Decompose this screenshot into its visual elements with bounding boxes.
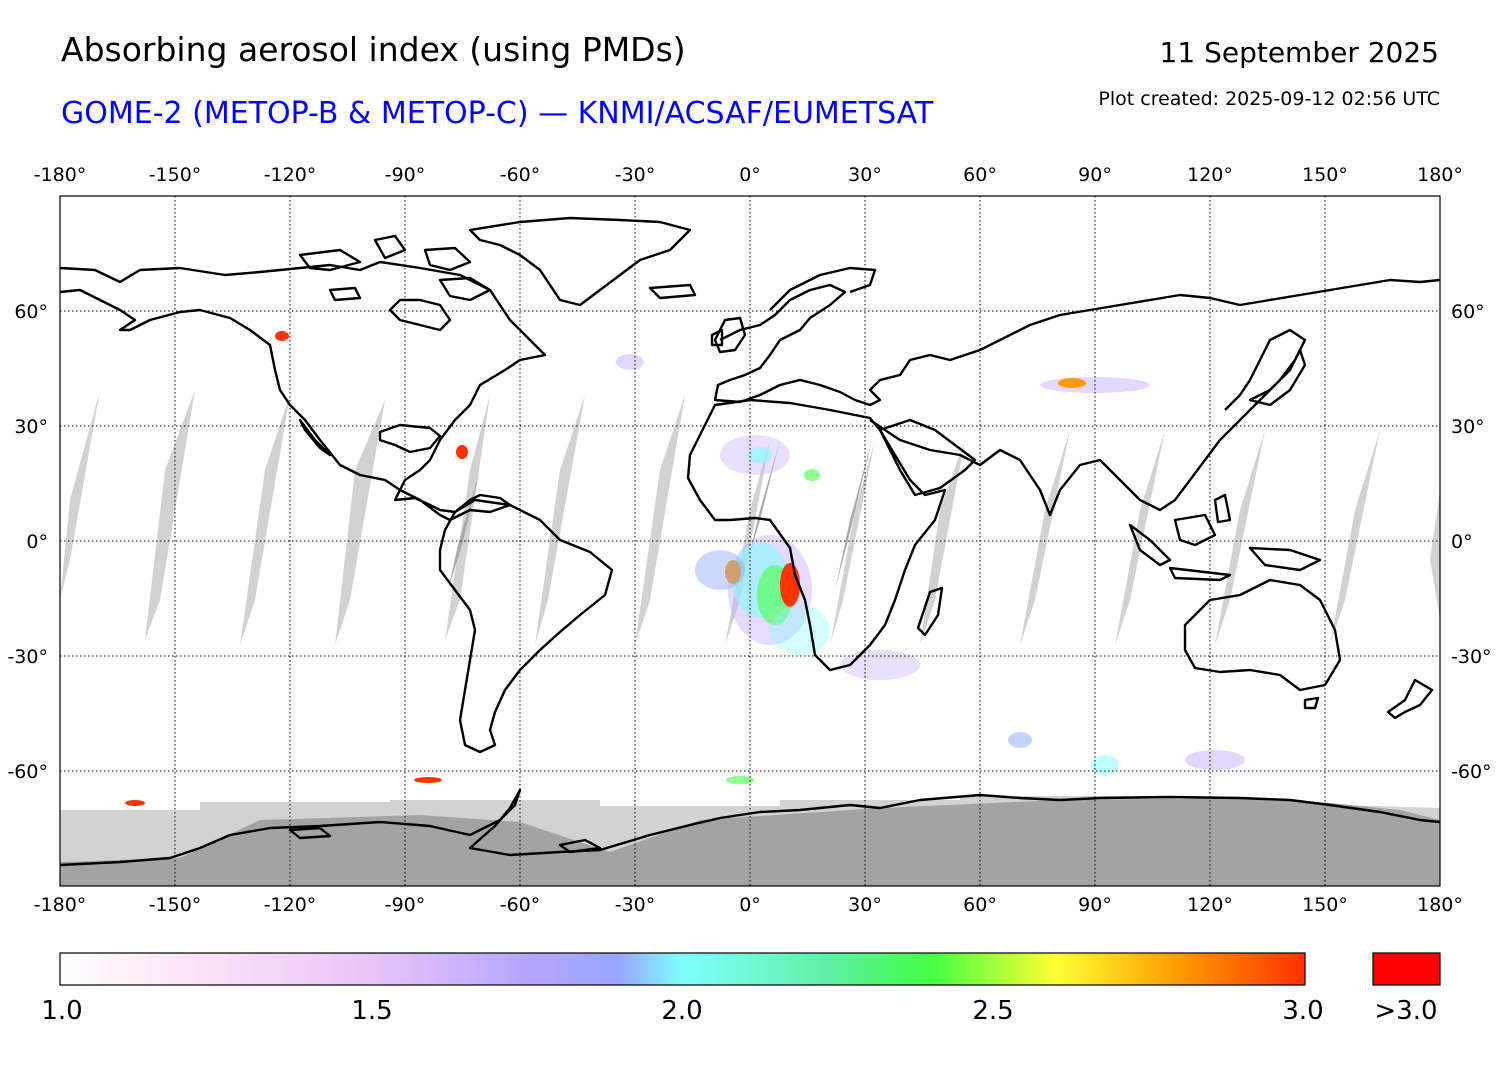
coastlines [60,216,1440,867]
lon-tick-top: 120° [1187,164,1233,186]
lon-tick-bottom: 180° [1417,894,1463,916]
coast-tasmania [1303,696,1320,710]
lon-tick-bottom: 0° [739,894,761,916]
lon-tick-bottom: -180° [34,894,87,916]
lon-tick-bottom: -30° [615,894,656,916]
lon-tick-top: 60° [963,164,997,186]
lon-tick-top: -120° [264,164,317,186]
coast-asia [999,278,1440,342]
lat-tick-right: -60° [1451,761,1492,783]
colorbar-tick: 3.0 [1282,996,1323,1026]
lon-tick-bottom: 150° [1302,894,1348,916]
coast-indonesia [1128,493,1322,582]
map-date: 11 September 2025 [1159,36,1439,69]
coast-greenland [468,216,692,307]
map-subtitle: GOME-2 (METOP-B & METOP-C) — KNMI/ACSAF/… [61,96,934,131]
lon-tick-top: 150° [1302,164,1348,186]
graticule [60,196,1440,886]
lon-tick-top: -90° [385,164,426,186]
lat-tick-right: -30° [1451,646,1492,668]
aerosol-plume-asia [616,354,1150,393]
coast-gulf [378,423,442,454]
lon-tick-bottom: -90° [385,894,426,916]
coast-europe [713,283,1001,407]
coast-north-america [60,260,547,522]
colorbar-scale [59,952,1306,986]
lat-tick-left: 0° [26,531,48,553]
lat-tick-right: 60° [1451,301,1485,323]
lat-tick-left: -60° [7,761,48,783]
colorbar-tick: 1.5 [351,996,392,1026]
lon-tick-bottom: 30° [848,894,882,916]
lon-tick-top: -150° [149,164,202,186]
lon-tick-bottom: -120° [264,894,317,916]
lon-tick-bottom: 90° [1078,894,1112,916]
coast-japan [1248,348,1307,407]
coast-antarctic-shelf [288,826,602,854]
coast-baja [298,418,332,457]
lat-tick-right: 30° [1451,416,1485,438]
lon-tick-bottom: 120° [1187,894,1233,916]
lat-ticks-left: 60° 30° 0° -30° -60° [7,301,48,783]
colorbar-overflow-label: >3.0 [1374,996,1437,1026]
lon-tick-top: 90° [1078,164,1112,186]
coast-new-zealand [1386,678,1434,720]
lon-ticks-bottom: -180° -150° -120° -90° -60° -30° 0° 30° … [34,894,1463,916]
coast-australia [1183,578,1342,692]
lon-tick-top: 180° [1417,164,1463,186]
colorbar: 1.0 1.5 2.0 2.5 3.0 >3.0 [41,952,1441,1026]
coast-antarctica [60,788,1440,867]
plot-created-timestamp: Plot created: 2025-09-12 02:56 UTC [1098,88,1440,110]
lon-tick-top: 30° [848,164,882,186]
colorbar-overflow-box [1372,952,1441,986]
map-title: Absorbing aerosol index (using PMDs) [61,30,686,69]
map-area [60,196,1440,886]
colorbar-tick: 2.5 [972,996,1013,1026]
lon-tick-top: -180° [34,164,87,186]
lon-tick-top: -30° [615,164,656,186]
lat-tick-left: -30° [7,646,48,668]
lon-tick-bottom: 60° [963,894,997,916]
coast-madagascar [916,586,944,637]
coast-scandinavia [769,266,877,311]
coast-british-isles [710,316,747,354]
lon-tick-top: -60° [500,164,541,186]
aerosol-plume-africa [695,435,920,680]
coast-arctic-islands [298,234,697,302]
lat-ticks-right: 60° 30° 0° -30° -60° [1451,301,1492,783]
colorbar-tick: 2.0 [661,996,702,1026]
lat-tick-right: 0° [1451,531,1473,553]
lat-tick-left: 60° [14,301,48,323]
orbit-gap-swaths [60,390,1440,645]
lon-tick-bottom: -150° [149,894,202,916]
lon-tick-top: 0° [739,164,761,186]
coast-south-asia [869,328,1307,517]
coast-arabia [878,418,977,497]
lat-tick-left: 30° [14,416,48,438]
coast-hudson [388,298,452,332]
lon-tick-bottom: -60° [500,894,541,916]
colorbar-tick: 1.0 [41,996,82,1026]
map-frame [59,195,1441,887]
aerosol-hotspots [125,331,1245,806]
coast-south-america [438,498,614,754]
lon-ticks-top: -180° -150° -120° -90° -60° -30° 0° 30° … [34,164,1463,186]
